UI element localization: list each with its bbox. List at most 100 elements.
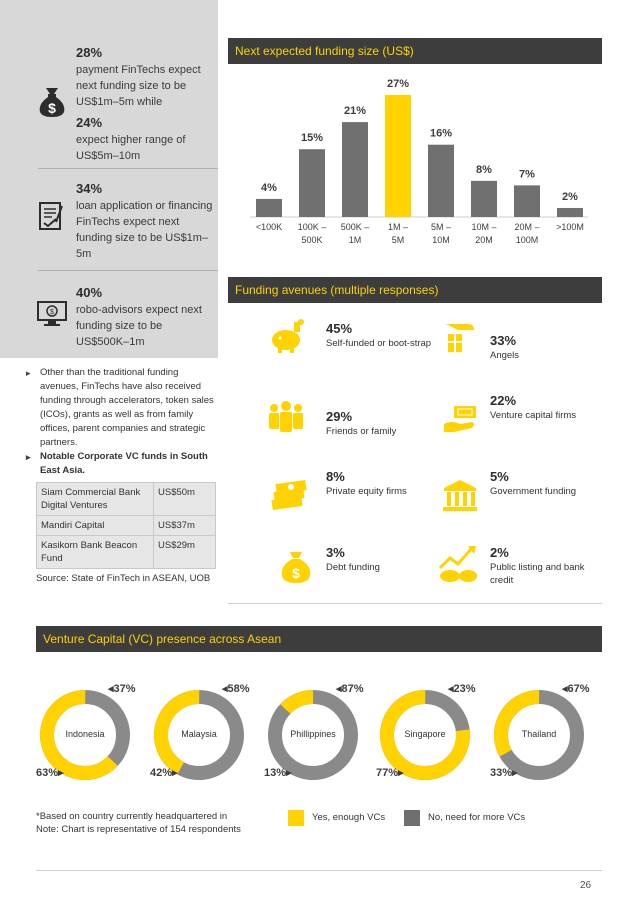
bar-value-label: 15% — [301, 132, 323, 144]
avenue-label: Angels — [490, 350, 520, 361]
money-bag-icon: $ — [36, 84, 68, 117]
table-row: Kasikorn Bank Beacon Fund US$29m — [36, 535, 216, 569]
bar-value-label: 2% — [562, 191, 578, 203]
corporate-vc-table: Siam Commercial Bank Digital Ventures US… — [36, 482, 216, 569]
table-cell-name: Mandiri Capital — [36, 515, 154, 536]
bar-2 — [342, 122, 368, 217]
table-cell-name: Kasikorn Bank Beacon Fund — [36, 535, 154, 569]
avenue-label: Friends or family — [326, 426, 397, 437]
category-tick-label: 1M – — [388, 222, 408, 232]
funding-avenue-debt: 3% Debt funding — [326, 544, 436, 574]
funding-avenues-title-bar: Funding avenues (multiple responses) — [228, 277, 602, 303]
avenue-percent: 2% — [490, 545, 509, 560]
donut-country-label: Indonesia — [65, 729, 105, 739]
avenue-percent: 33% — [490, 333, 517, 348]
legend-no: No, need for more VCs — [428, 812, 526, 823]
avenue-percent: 45% — [326, 321, 353, 336]
vc-presence-title: Venture Capital (VC) presence across Ase… — [43, 632, 282, 646]
donut-indonesia: Indonesia — [40, 690, 130, 780]
section-divider — [228, 603, 602, 604]
donut-thailand: Thailand — [494, 690, 584, 780]
source-note: Source: State of FinTech in ASEAN, UOB — [36, 573, 211, 584]
funding-size-bar-chart: 4% <100K 15% 100K – 500K 21% 500K – 1M 27% 1M – 5M… — [250, 78, 588, 245]
funding-avenue-friends-family: 29% Friends or family — [326, 408, 436, 438]
bullet-funding-sources: Other than the traditional funding avenu… — [26, 366, 216, 450]
category-tick-label: 10M – — [471, 222, 496, 232]
table-row: Siam Commercial Bank Digital Ventures US… — [36, 482, 216, 516]
avenue-percent: 22% — [490, 393, 517, 408]
avenue-label: Public listing and bank credit — [490, 562, 585, 586]
avenue-percent: 5% — [490, 469, 509, 484]
donut-country-label: Phillippines — [290, 729, 336, 739]
vc-presence-title-bar: Venture Capital (VC) presence across Ase… — [36, 626, 602, 652]
category-tick-label: 100M — [516, 235, 539, 245]
donut-singapore: Singapore — [380, 690, 470, 780]
money-bag-icon: $ — [278, 548, 318, 584]
stat-text: loan application or financing FinTechs e… — [76, 200, 213, 260]
stat-percent: 40% — [76, 285, 103, 300]
category-tick-label: 5M – — [431, 222, 451, 232]
table-cell-name: Siam Commercial Bank Digital Ventures — [36, 482, 154, 516]
separator — [38, 270, 218, 271]
avenue-label: Venture capital firms — [490, 410, 577, 421]
donut-country-label: Thailand — [521, 729, 557, 739]
funding-size-title-bar: Next expected funding size (US$) — [228, 38, 602, 64]
stat-robo-advisors: 40% robo-advisors expect next funding si… — [76, 284, 216, 350]
donut-yes-percent: 42%▸ — [150, 767, 178, 779]
loan-document-icon — [36, 200, 68, 232]
avenue-label: Debt funding — [326, 562, 380, 573]
bar-value-label: 8% — [476, 164, 492, 176]
table-cell-value: US$50m — [153, 482, 216, 516]
category-tick-label: 100K – — [298, 222, 327, 232]
funding-avenue-self-funded: 45% Self-funded or boot-strap — [326, 320, 436, 350]
stat-text: robo-advisors expect next funding size t… — [76, 304, 202, 348]
avenue-percent: 3% — [326, 545, 345, 560]
robo-advisor-monitor-icon: $ — [36, 300, 68, 332]
separator — [38, 168, 218, 169]
left-stats-panel — [0, 0, 218, 358]
bar-3 — [385, 95, 411, 217]
stat-higher-range: 24% expect higher range of US$5m–10m — [76, 114, 216, 164]
bar-value-label: 16% — [430, 128, 452, 140]
government-building-icon — [440, 478, 480, 514]
donut-segment-yes — [494, 690, 584, 780]
page-number: 26 — [580, 880, 592, 891]
bull-bear-icon — [436, 544, 477, 582]
category-tick-label: >100M — [556, 222, 584, 232]
donut-no-percent: ◂87% — [336, 683, 364, 695]
donut-no-percent: ◂58% — [222, 683, 250, 695]
category-tick-label: 500K — [301, 235, 322, 245]
funding-avenue-vc-firms: 22% Venture capital firms — [490, 392, 600, 422]
funding-avenue-angels: 33% Angels — [490, 332, 600, 362]
category-tick-label: 20M — [475, 235, 493, 245]
bar-value-label: 4% — [261, 182, 277, 194]
avenue-label: Private equity firms — [326, 486, 407, 497]
donut-phillippines: Phillippines — [268, 690, 358, 780]
page-divider — [36, 870, 602, 871]
bar-7 — [557, 207, 583, 217]
bar-1 — [299, 149, 325, 217]
category-tick-label: 10M — [432, 235, 450, 245]
bar-0 — [256, 198, 282, 217]
funding-avenue-government: 5% Government funding — [490, 468, 600, 498]
footnote-respondents: Note: Chart is representative of 154 res… — [36, 824, 241, 835]
legend-swatch-yes — [288, 810, 304, 826]
legend-swatch-no — [404, 810, 420, 826]
funding-avenues-title: Funding avenues (multiple responses) — [235, 283, 439, 297]
avenue-label: Government funding — [490, 486, 577, 497]
svg-text:$: $ — [292, 565, 300, 581]
bar-value-label: 21% — [344, 105, 366, 117]
donut-segment-yes — [40, 690, 130, 780]
category-tick-label: 500K – — [341, 222, 370, 232]
category-tick-label: 20M – — [514, 222, 539, 232]
piggy-bank-icon — [268, 318, 308, 354]
stat-percent: 24% — [76, 115, 103, 130]
category-tick-label: 5M — [392, 235, 405, 245]
avenue-percent: 8% — [326, 469, 345, 484]
table-row: Mandiri Capital US$37m — [36, 515, 216, 536]
stat-percent: 28% — [76, 45, 103, 60]
stat-loan-fintechs: 34% loan application or financing FinTec… — [76, 180, 216, 262]
svg-text:$: $ — [50, 309, 54, 316]
bar-value-label: 7% — [519, 168, 535, 180]
stat-payment-fintechs: 28% payment FinTechs expect next funding… — [76, 44, 216, 110]
